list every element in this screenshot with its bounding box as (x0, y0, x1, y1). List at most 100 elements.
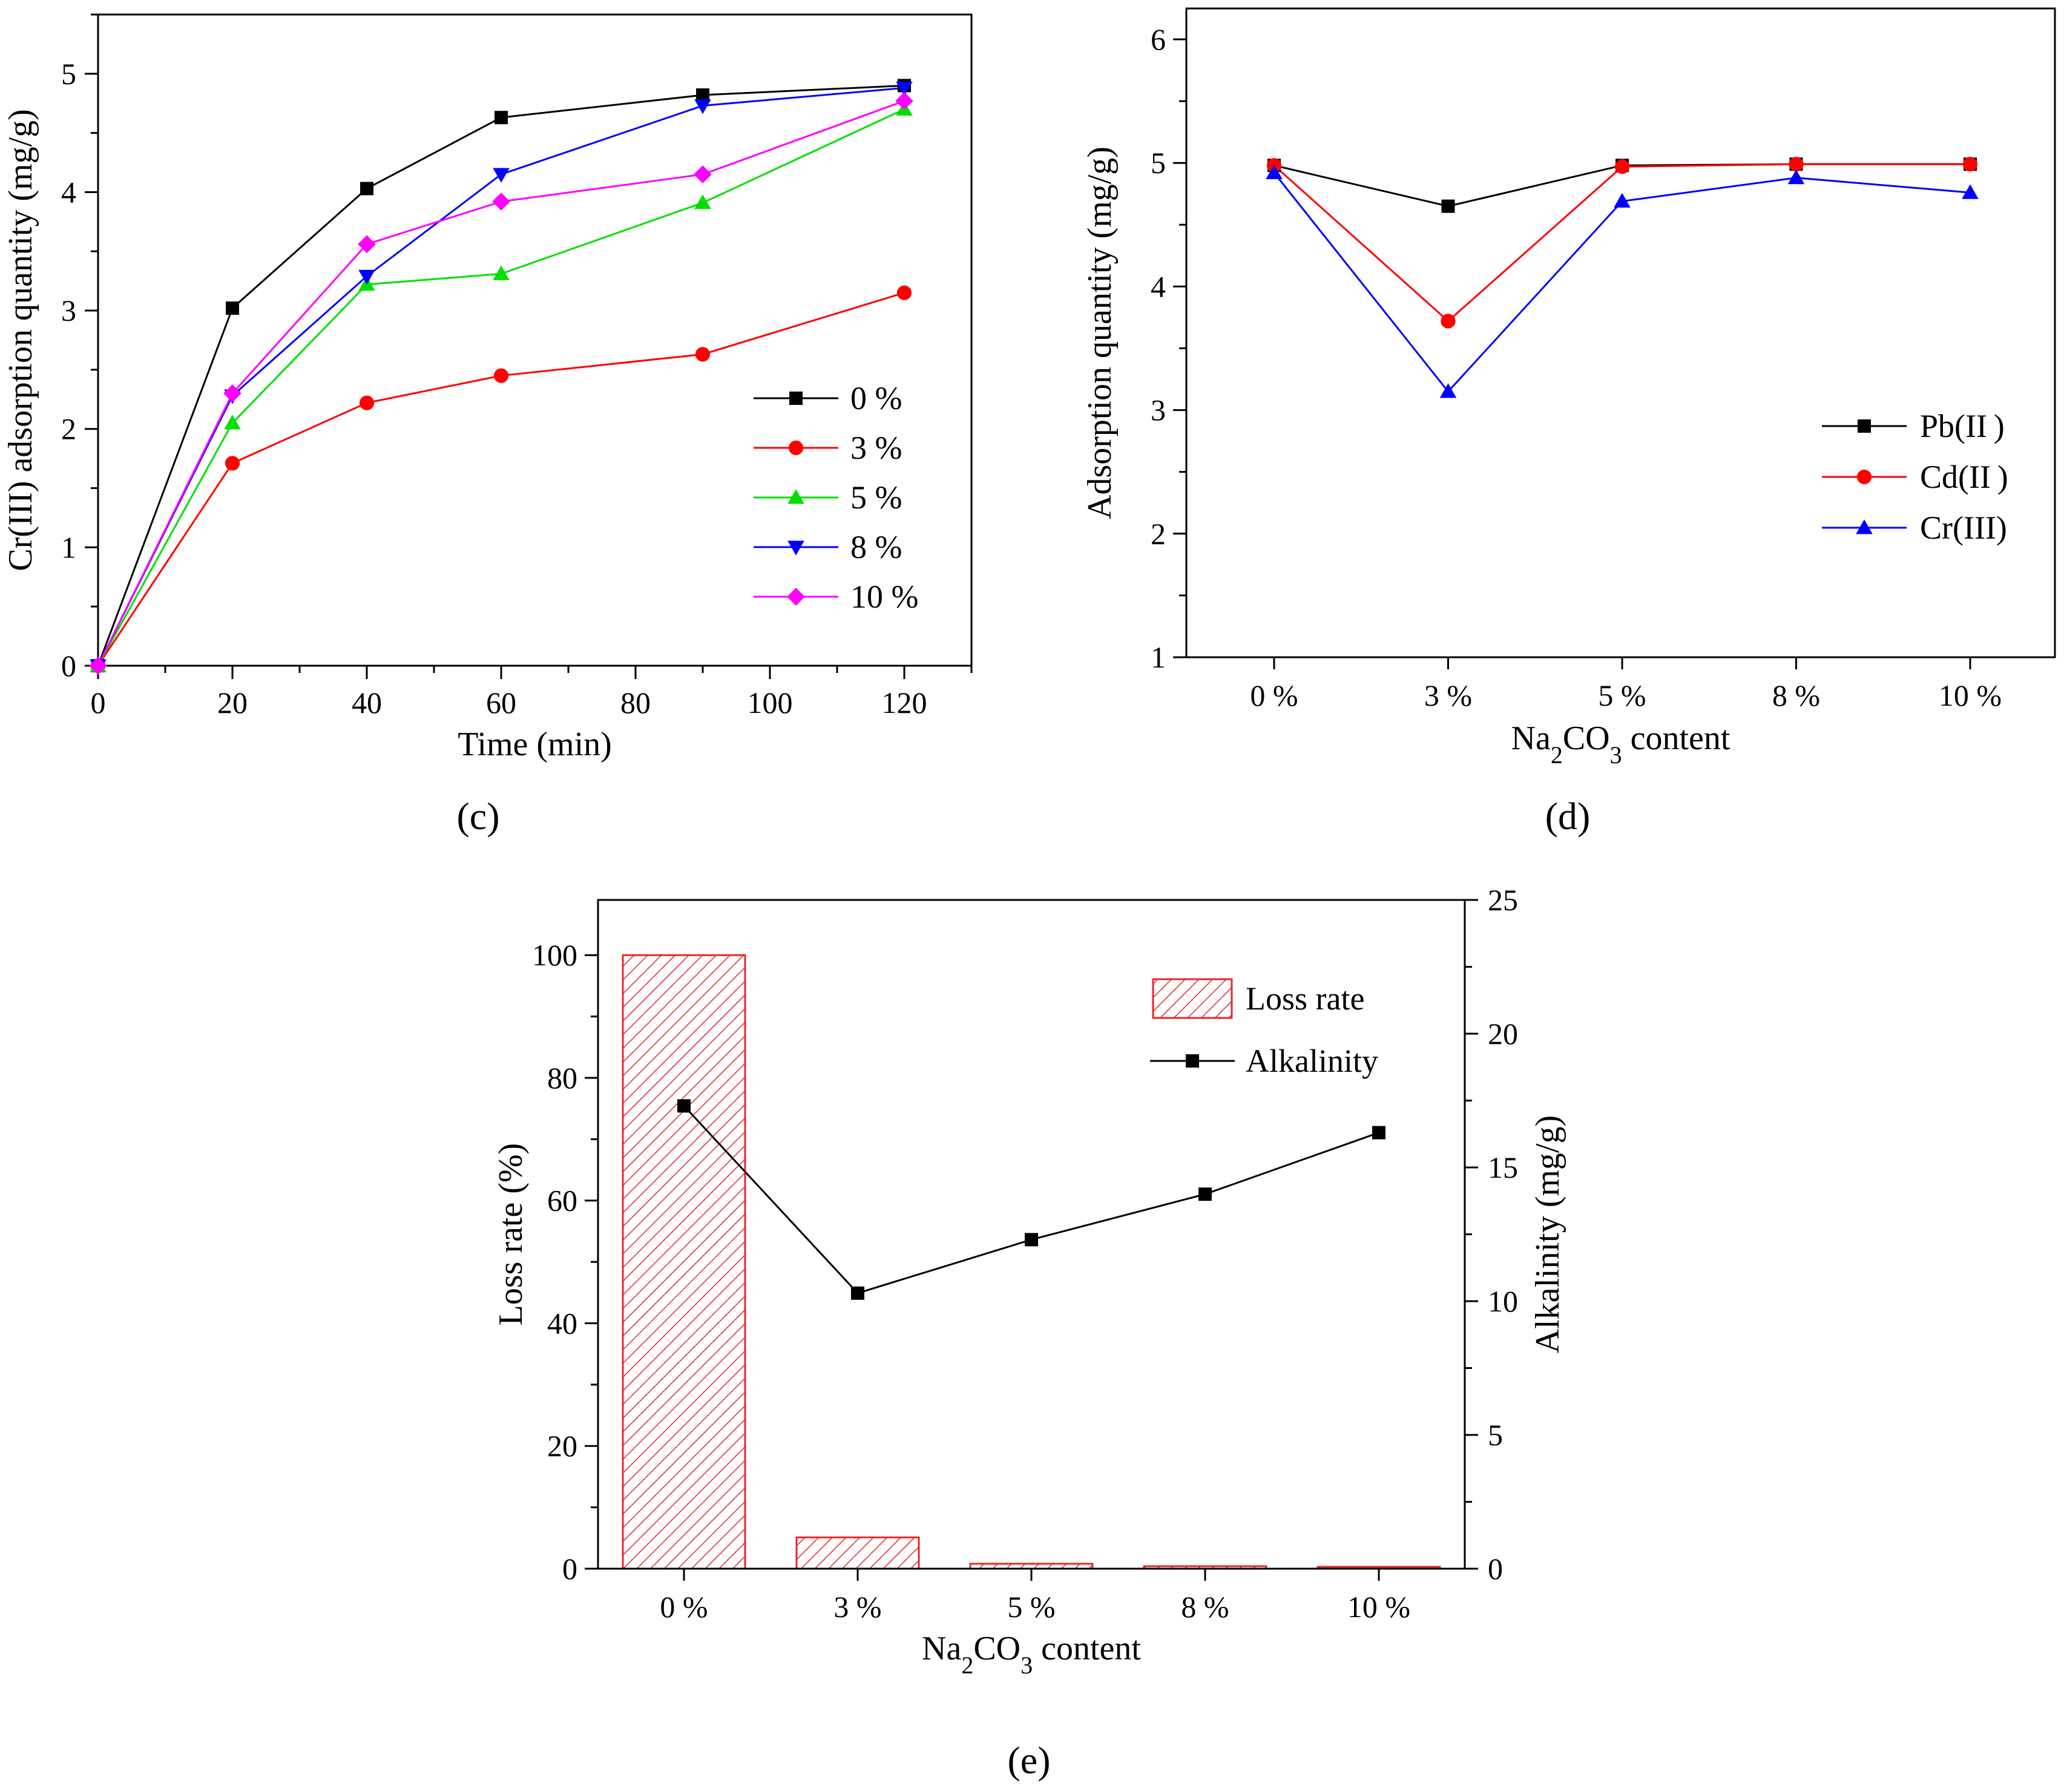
y-tick-label: 3 (1151, 393, 1166, 427)
legend-label: Alkalinity (1246, 1043, 1378, 1079)
data-point (223, 384, 242, 402)
data-point (851, 1286, 864, 1300)
y-tick-label: 4 (61, 175, 76, 209)
y-tick-label: 60 (547, 1184, 577, 1218)
data-point (358, 235, 376, 254)
series-line (97, 84, 905, 666)
data-point (493, 168, 510, 183)
data-point (896, 81, 913, 97)
y2-axis-label: Alkalinity (mg/g) (1529, 1115, 1566, 1354)
data-point (492, 192, 510, 211)
y-tick-label: 4 (1151, 269, 1166, 303)
x-tick-label: 40 (352, 686, 382, 720)
axis-label-part: 2 (1551, 741, 1563, 769)
data-point (493, 368, 509, 383)
plot-frame (97, 13, 973, 667)
legend-label: Cd(II ) (1920, 459, 2008, 495)
y-tick-label: 2 (1151, 517, 1166, 551)
x-tick-label: 0 (91, 686, 106, 720)
axis-label-part: 3 (1610, 741, 1622, 769)
axis-label-part: content (1033, 1630, 1141, 1667)
axis-label-part: Na (1511, 720, 1551, 757)
data-point (1789, 157, 1804, 172)
legend-label: 10 % (850, 579, 918, 615)
data-point (1441, 313, 1456, 329)
data-point (1198, 1187, 1212, 1201)
y-tick-label: 5 (1151, 146, 1166, 180)
x-tick-label: 60 (486, 686, 516, 720)
y2-tick-label: 15 (1488, 1150, 1518, 1184)
data-point (224, 415, 241, 430)
legend-marker (1858, 419, 1871, 433)
data-point (358, 269, 375, 285)
data-point (896, 285, 912, 300)
data-point (694, 99, 711, 114)
data-point (1962, 157, 1978, 172)
x-tick-label: 5 % (1598, 678, 1646, 712)
data-point (1962, 184, 1979, 199)
x-tick-label: 10 % (1939, 678, 2002, 712)
x-tick-label: 120 (882, 686, 927, 720)
y2-tick-label: 10 (1488, 1284, 1518, 1318)
x-tick-label: 100 (748, 686, 793, 720)
x-tick-label: 3 % (833, 1590, 881, 1624)
x-tick-label: 5 % (1007, 1590, 1055, 1624)
legend-swatch (1152, 978, 1233, 1019)
legend-marker (787, 489, 804, 504)
x-tick-label: 10 % (1347, 1590, 1410, 1624)
data-point (1266, 164, 1283, 180)
x-tick-label: 3 % (1424, 678, 1472, 712)
x-axis-label: Na2CO3 content (1511, 720, 1730, 769)
y-tick-label: 3 (61, 294, 76, 327)
data-point (1787, 169, 1805, 185)
data-point (360, 182, 373, 195)
y2-tick-label: 20 (1488, 1017, 1518, 1051)
legend-marker (1856, 519, 1873, 534)
x-tick-label: 20 (217, 686, 248, 720)
series-line (97, 100, 905, 666)
y-tick-label: 1 (61, 530, 76, 564)
y-tick-label: 40 (547, 1306, 577, 1340)
data-point (226, 301, 239, 315)
plot-frame (1185, 7, 2056, 658)
y-tick-label: 0 (562, 1552, 577, 1586)
data-point (694, 194, 711, 209)
bar (622, 954, 746, 1570)
legend-label: Pb(II ) (1920, 408, 2005, 444)
legend-label: 8 % (850, 529, 902, 565)
x-tick-label: 8 % (1181, 1590, 1229, 1624)
y-tick-label: 80 (547, 1061, 577, 1095)
series-line (97, 292, 905, 666)
bar (795, 1536, 920, 1570)
y2-tick-label: 5 (1488, 1418, 1503, 1452)
series-line (97, 108, 905, 666)
data-point (694, 165, 712, 183)
axis-label-part: CO (1563, 720, 1610, 757)
chart-e: 0 % 3 % 5 % 8 % 10 % 0 20 40 60 80 100 0 5 10 15 20 25 Na… (492, 883, 1566, 1782)
data-point (359, 395, 375, 410)
x-tick-label: 8 % (1772, 678, 1820, 712)
legend-marker (1856, 469, 1872, 485)
y-tick-label: 0 (61, 649, 76, 683)
axis-label-part: 3 (1020, 1652, 1033, 1679)
y-axis-label: Loss rate (%) (492, 1143, 530, 1326)
axis-label-part: CO (973, 1630, 1020, 1667)
data-point (1439, 383, 1457, 398)
legend-label: 0 % (850, 380, 902, 416)
panel-label: (e) (1007, 1739, 1050, 1782)
y-tick-label: 20 (547, 1429, 577, 1463)
y-tick-label: 2 (61, 412, 76, 446)
panel-label: (d) (1545, 795, 1591, 838)
data-point (1614, 159, 1630, 174)
legend-label: Loss rate (1246, 980, 1364, 1017)
axis-label-part: 2 (961, 1652, 973, 1679)
y-tick-label: 1 (1151, 640, 1166, 674)
legend-label: 5 % (850, 479, 902, 516)
data-point (225, 456, 240, 471)
legend-marker (1186, 1054, 1199, 1068)
data-point (495, 111, 508, 125)
legend-marker (789, 392, 803, 405)
panel-label: (c) (456, 795, 499, 838)
